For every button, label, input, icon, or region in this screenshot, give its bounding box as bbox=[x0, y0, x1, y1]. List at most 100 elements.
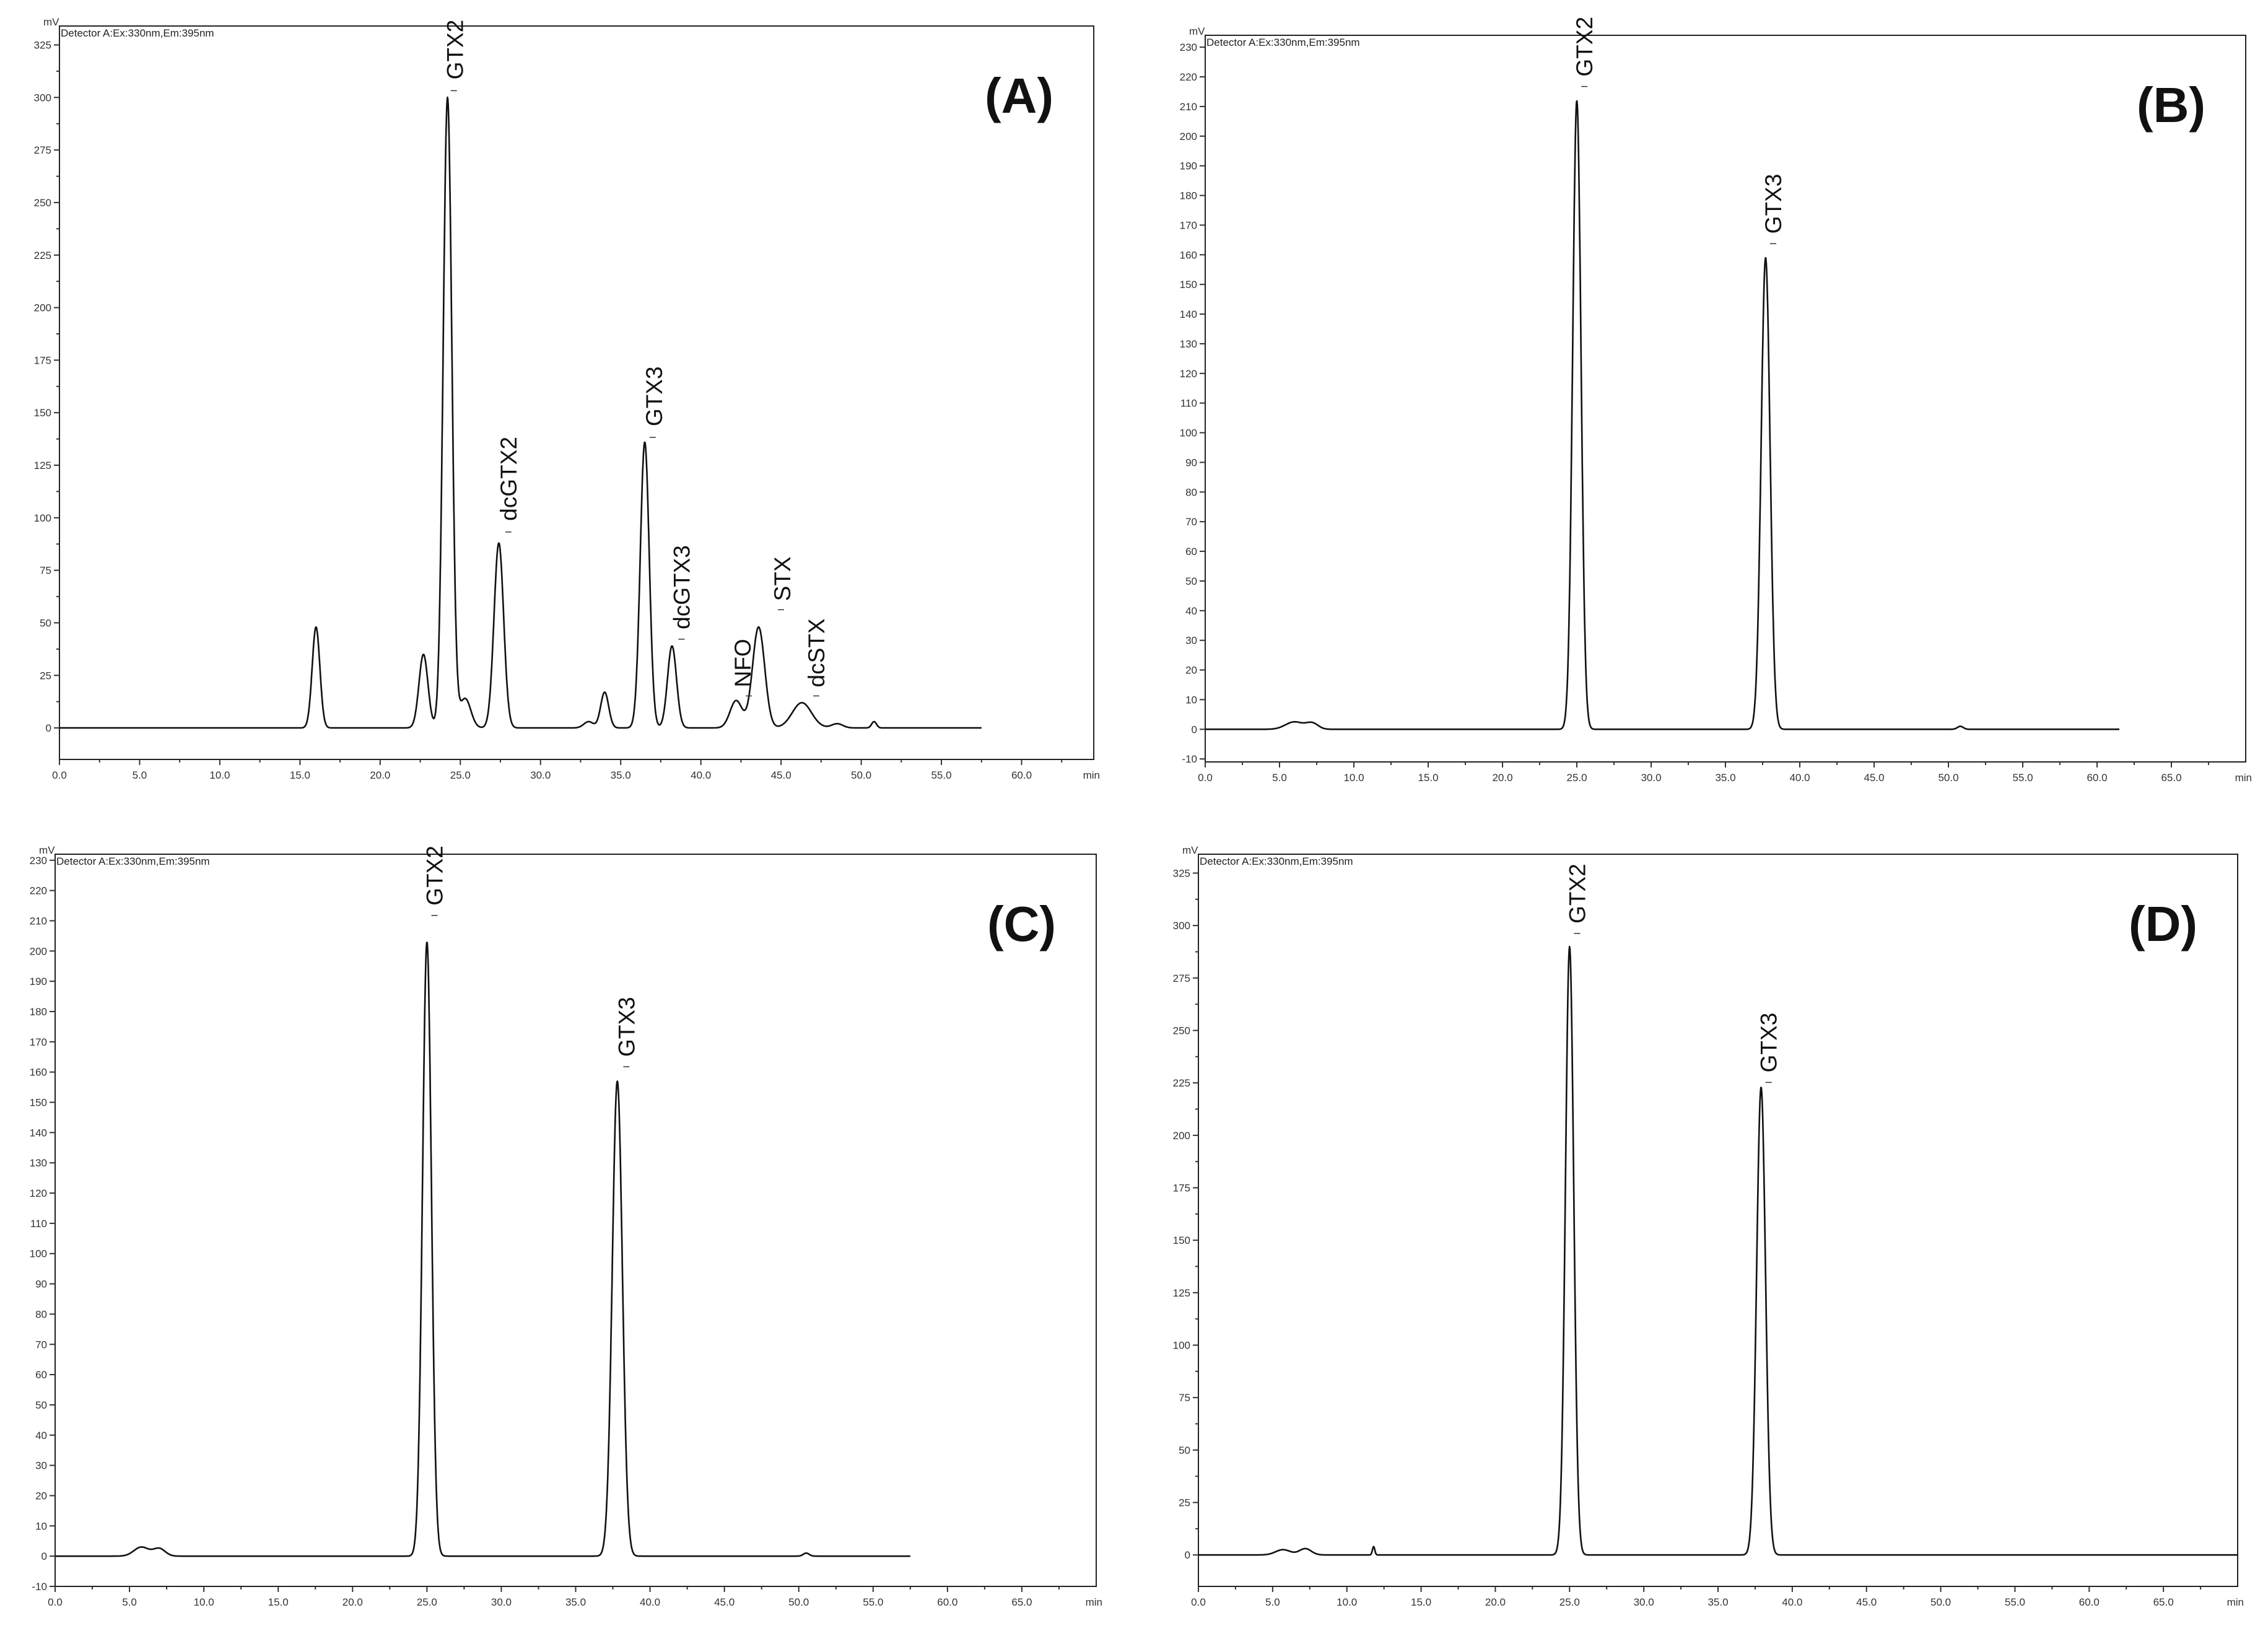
y-tick-label: 230 bbox=[1180, 42, 1197, 53]
x-tick-label: 15.0 bbox=[1411, 1596, 1431, 1608]
x-tick-label: 5.0 bbox=[1272, 772, 1287, 784]
y-tick-label: 75 bbox=[1179, 1392, 1190, 1404]
y-tick-label: 200 bbox=[30, 945, 47, 957]
peak-label-gtx3: GTX3 bbox=[1756, 1013, 1782, 1073]
y-tick-label: 120 bbox=[30, 1187, 47, 1199]
y-tick-label: -10 bbox=[1182, 753, 1197, 765]
y-tick-label: 90 bbox=[35, 1279, 47, 1290]
x-tick-label: 20.0 bbox=[1492, 772, 1512, 784]
x-tick-label: 40.0 bbox=[691, 769, 711, 781]
peak-label-gtx2: GTX2 bbox=[443, 20, 468, 80]
x-tick-label: 0.0 bbox=[52, 769, 67, 781]
x-tick-label: 30.0 bbox=[530, 769, 551, 781]
x-tick-label: 60.0 bbox=[1011, 769, 1032, 781]
y-tick-label: 50 bbox=[1179, 1445, 1190, 1456]
x-tick-label: 45.0 bbox=[714, 1596, 735, 1608]
x-tick-label: 40.0 bbox=[1782, 1596, 1802, 1608]
x-unit-label: min bbox=[2227, 1596, 2244, 1608]
y-tick-label: 0 bbox=[41, 1550, 47, 1562]
detector-label: Detector A:Ex:330nm,Em:395nm bbox=[1200, 855, 1353, 867]
x-tick-label: 55.0 bbox=[931, 769, 951, 781]
x-tick-label: 65.0 bbox=[1011, 1596, 1032, 1608]
x-tick-label: 30.0 bbox=[1634, 1596, 1654, 1608]
y-tick-label: 30 bbox=[1185, 635, 1197, 647]
y-tick-label: 20 bbox=[1185, 665, 1197, 676]
x-tick-label: 20.0 bbox=[370, 769, 390, 781]
x-tick-label: 40.0 bbox=[1789, 772, 1810, 784]
x-unit-label: min bbox=[1083, 769, 1100, 781]
x-tick-label: 50.0 bbox=[851, 769, 871, 781]
y-tick-label: 0 bbox=[1192, 724, 1197, 735]
x-tick-label: 30.0 bbox=[491, 1596, 512, 1608]
y-tick-label: 300 bbox=[1173, 920, 1190, 932]
y-tick-label: 125 bbox=[1173, 1287, 1190, 1299]
y-tick-label: 90 bbox=[1185, 457, 1197, 468]
x-tick-label: 60.0 bbox=[937, 1596, 957, 1608]
y-tick-label: 180 bbox=[1180, 190, 1197, 202]
x-tick-label: 60.0 bbox=[2087, 772, 2107, 784]
panel-b: -10 0 10 20 30 40 50 60 70 80 90 100 110 120 130 140 150… bbox=[1180, 17, 2252, 784]
chromatogram-trace bbox=[1198, 945, 2238, 1556]
y-tick-label: 160 bbox=[30, 1067, 47, 1078]
x-tick-label: 50.0 bbox=[788, 1596, 809, 1608]
x-tick-label: 15.0 bbox=[268, 1596, 289, 1608]
y-tick-label: 150 bbox=[1173, 1235, 1190, 1246]
x-tick-label: 35.0 bbox=[1708, 1596, 1728, 1608]
x-unit-label: min bbox=[2235, 772, 2252, 784]
y-tick-label: 300 bbox=[34, 92, 51, 103]
y-tick-label: 150 bbox=[1180, 279, 1197, 291]
x-tick-label: 20.0 bbox=[342, 1596, 363, 1608]
y-tick-label: 60 bbox=[35, 1369, 47, 1381]
y-unit-label: mV bbox=[1189, 25, 1205, 37]
y-unit-label: mV bbox=[39, 844, 55, 856]
y-unit-label: mV bbox=[1182, 844, 1198, 856]
y-tick-label: 100 bbox=[1173, 1340, 1190, 1352]
y-tick-label: 170 bbox=[30, 1036, 47, 1048]
peak-label-gtx3: GTX3 bbox=[1761, 174, 1786, 234]
x-tick-label: 35.0 bbox=[611, 769, 631, 781]
peak-label-gtx2: GTX2 bbox=[422, 846, 448, 906]
y-tick-label: 10 bbox=[1185, 694, 1197, 706]
x-tick-label: 25.0 bbox=[450, 769, 471, 781]
y-tick-label: 10 bbox=[35, 1520, 47, 1532]
y-tick-label: 110 bbox=[1180, 398, 1197, 409]
x-tick-label: 30.0 bbox=[1641, 772, 1661, 784]
x-tick-label: 25.0 bbox=[417, 1596, 437, 1608]
y-tick-label: 225 bbox=[34, 250, 51, 261]
y-tick-label: 250 bbox=[1173, 1025, 1190, 1036]
y-tick-label: 100 bbox=[34, 512, 51, 524]
plot-frame bbox=[1198, 854, 2238, 1587]
x-tick-label: 5.0 bbox=[1265, 1596, 1280, 1608]
y-tick-label: 130 bbox=[30, 1157, 47, 1169]
x-unit-label: min bbox=[1086, 1596, 1102, 1608]
peak-label-nfo: NFO bbox=[730, 639, 756, 687]
x-tick-label: 45.0 bbox=[1864, 772, 1884, 784]
y-tick-label: 140 bbox=[30, 1127, 47, 1139]
x-tick-label: 10.0 bbox=[1343, 772, 1364, 784]
x-tick-label: 55.0 bbox=[2012, 772, 2033, 784]
y-tick-label: 0 bbox=[1185, 1549, 1190, 1561]
y-tick-label: 125 bbox=[34, 460, 51, 471]
x-tick-label: 20.0 bbox=[1485, 1596, 1506, 1608]
x-tick-label: 50.0 bbox=[1930, 1596, 1951, 1608]
y-tick-label: 0 bbox=[46, 722, 51, 734]
y-tick-label: 175 bbox=[1173, 1183, 1190, 1194]
y-tick-label: 230 bbox=[30, 855, 47, 867]
y-tick-label: 80 bbox=[1185, 486, 1197, 498]
y-tick-label: 210 bbox=[30, 915, 47, 927]
y-tick-label: 140 bbox=[1180, 308, 1197, 320]
x-tick-label: 55.0 bbox=[2005, 1596, 2025, 1608]
y-tick-label: -10 bbox=[32, 1581, 47, 1593]
peak-label-gtx3: GTX3 bbox=[642, 367, 667, 427]
y-tick-label: 210 bbox=[1180, 101, 1197, 113]
plot-frame bbox=[59, 25, 1094, 760]
panel-label: (A) bbox=[985, 68, 1053, 123]
chromatogram-trace bbox=[1205, 100, 2120, 730]
x-tick-label: 60.0 bbox=[2079, 1596, 2100, 1608]
x-tick-label: 65.0 bbox=[2161, 772, 2181, 784]
y-tick-label: 25 bbox=[1179, 1497, 1190, 1509]
peak-label-gtx3: GTX3 bbox=[614, 997, 639, 1057]
panel-d: 0 25 50 75 100 125 150 175 200 225 250 275 300 325 0.0… bbox=[1173, 844, 2244, 1608]
